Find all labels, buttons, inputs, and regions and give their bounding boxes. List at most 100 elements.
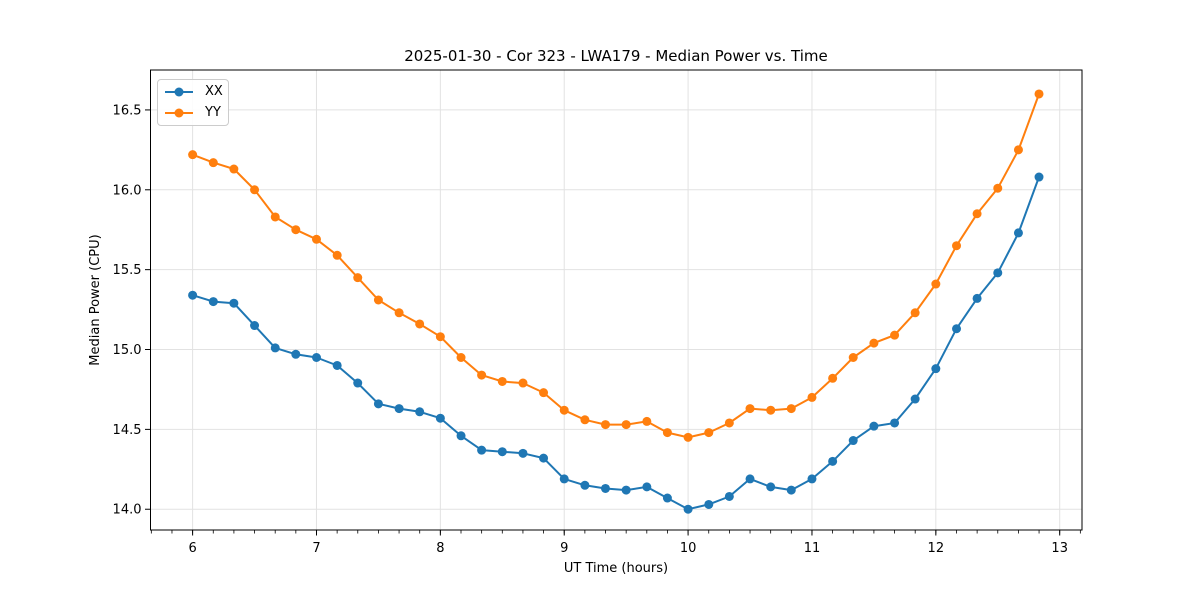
series-XX-marker — [724, 491, 734, 501]
series-XX-marker — [435, 413, 445, 423]
series-YY-marker — [828, 373, 838, 383]
series-YY-marker — [807, 392, 817, 402]
y-tick-label: 15.5 — [113, 263, 142, 278]
x-tick-label: 9 — [560, 541, 568, 556]
series-YY-marker — [188, 150, 198, 160]
series-YY-marker — [456, 353, 466, 362]
series-YY-marker — [910, 308, 920, 318]
series-XX-marker — [1013, 228, 1023, 238]
series-YY-marker — [229, 164, 239, 174]
series-XX-marker — [229, 298, 239, 308]
series-XX-marker — [704, 499, 714, 509]
series-XX-marker — [394, 404, 404, 414]
series-XX-marker — [311, 353, 321, 362]
plot-spines — [150, 69, 1083, 531]
x-tick-label: 7 — [312, 541, 320, 556]
series-YY-marker — [559, 405, 569, 415]
series-XX-marker — [456, 431, 466, 441]
series-YY-marker — [250, 185, 260, 195]
legend-label-yy: YY — [205, 105, 221, 120]
series-YY-marker — [786, 404, 796, 414]
series-XX-marker — [952, 324, 962, 334]
y-tick-label: 16.0 — [113, 183, 142, 198]
series-XX-marker — [662, 493, 672, 503]
series-XX-marker — [807, 474, 817, 484]
series-YY-marker — [993, 183, 1003, 193]
legend-line-marker-icon — [165, 87, 193, 97]
series-YY-marker — [580, 415, 590, 425]
series-YY-marker — [1013, 145, 1023, 155]
series-XX-marker — [869, 421, 879, 431]
series-YY-marker — [435, 332, 445, 342]
legend: XX YY — [157, 79, 229, 126]
series-XX-marker — [415, 407, 425, 417]
x-tick-label: 11 — [804, 541, 821, 556]
series-YY-marker — [642, 416, 652, 426]
series-XX-marker — [518, 448, 528, 458]
x-tick-label: 10 — [680, 541, 697, 556]
series-XX-marker — [683, 504, 693, 514]
series-XX-line — [191, 176, 1040, 511]
series-XX-marker — [580, 480, 590, 490]
series-YY-marker — [600, 420, 610, 430]
series-YY-marker — [311, 234, 321, 244]
series-YY-marker — [890, 330, 900, 340]
series-XX-marker — [250, 321, 260, 331]
series-YY-marker — [394, 308, 404, 318]
series-XX-marker — [642, 482, 652, 492]
series-YY-marker — [332, 250, 342, 260]
series-XX-marker — [972, 293, 982, 303]
series-XX-marker — [270, 343, 280, 353]
series-YY-marker — [683, 432, 693, 442]
series-YY-marker — [415, 319, 425, 329]
y-tick-label: 14.0 — [113, 503, 142, 518]
y-tick-label: 16.5 — [113, 103, 142, 118]
x-tick-label: 8 — [436, 541, 444, 556]
series-YY-marker — [931, 279, 941, 289]
y-tick-label: 15.0 — [113, 343, 142, 358]
series-XX-marker — [766, 482, 776, 492]
series-XX-marker — [497, 447, 507, 457]
series-XX-marker — [600, 483, 610, 493]
series-YY-marker — [518, 378, 528, 388]
series-YY-marker — [766, 405, 776, 415]
series-XX-marker — [477, 445, 487, 455]
series-YY-marker — [662, 428, 672, 438]
series-YY-marker — [373, 295, 383, 305]
series-YY-marker — [270, 212, 280, 222]
series-XX-marker — [745, 474, 755, 484]
x-axis-label: UT Time (hours) — [563, 561, 669, 576]
series-YY-marker — [477, 370, 487, 380]
legend-entry-xx: XX — [164, 83, 223, 101]
legend-entry-yy: YY — [164, 104, 222, 122]
series-XX-marker — [828, 456, 838, 466]
legend-line-marker-icon — [165, 108, 193, 118]
chart-title: 2025-01-30 - Cor 323 - LWA179 - Median P… — [404, 47, 828, 65]
series-XX-marker — [890, 418, 900, 428]
series-XX-marker — [539, 453, 549, 463]
series-YY-marker — [291, 225, 301, 235]
series-XX-marker — [931, 364, 941, 374]
series-XX-marker — [291, 349, 301, 359]
series-YY-line — [191, 93, 1040, 439]
series-XX-marker — [621, 485, 631, 495]
legend-label-xx: XX — [205, 84, 223, 99]
series-XX-marker — [332, 360, 342, 370]
series-YY-marker — [848, 353, 858, 362]
series-XX-marker — [353, 378, 363, 388]
y-tick-label: 14.5 — [113, 423, 142, 438]
series-YY-marker — [497, 376, 507, 386]
series-XX-marker — [559, 474, 569, 484]
y-axis-label: Median Power (CPU) — [88, 234, 103, 366]
series-XX-marker — [208, 297, 218, 307]
x-tick-label: 6 — [188, 541, 196, 556]
series-YY-marker — [745, 404, 755, 414]
series-XX-marker — [786, 485, 796, 495]
series-XX-marker — [1034, 172, 1044, 182]
series-XX-marker — [993, 268, 1003, 278]
series-YY-marker — [869, 338, 879, 348]
series-YY-marker — [208, 158, 218, 168]
series-YY-marker — [704, 428, 714, 438]
